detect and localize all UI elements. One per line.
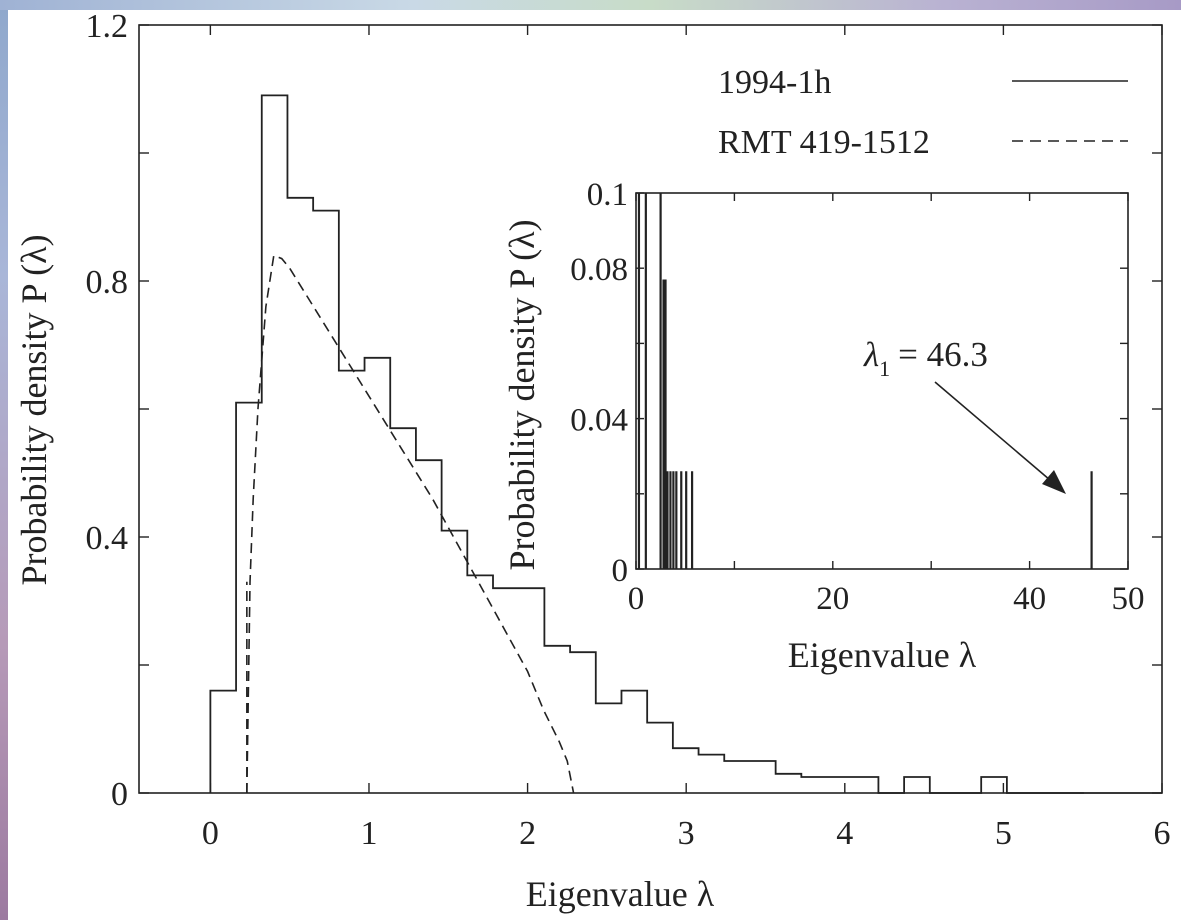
inset-tick-labels: 0 20 40 50 0 0.04 0.08 0.1 bbox=[570, 177, 1144, 617]
y-tick-label: 1.2 bbox=[86, 8, 129, 45]
legend: 1994-1h RMT 419-1512 bbox=[718, 64, 1128, 161]
inset-y-tick-label: 0 bbox=[612, 553, 629, 589]
inset-axes-frame bbox=[635, 192, 1129, 570]
y-tick-label: 0.8 bbox=[86, 264, 129, 301]
inset-y-tick-label: 0.1 bbox=[587, 177, 628, 213]
inset-x-tick-label: 50 bbox=[1112, 581, 1145, 617]
inset-y-tick-label: 0.08 bbox=[570, 252, 628, 288]
x-tick-label: 2 bbox=[519, 815, 536, 852]
histogram-line bbox=[209, 94, 1084, 794]
y-tick-label: 0 bbox=[111, 776, 128, 813]
y-tick-label: 0.4 bbox=[86, 520, 129, 557]
inset-x-axis-label: Eigenvalue λ bbox=[788, 635, 977, 675]
x-tick-label: 5 bbox=[995, 815, 1012, 852]
main-x-axis-label: Eigenvalue λ bbox=[526, 874, 715, 914]
x-tick-label: 0 bbox=[202, 815, 219, 852]
rmt-series bbox=[246, 254, 575, 794]
annotation-arrow-line bbox=[934, 381, 1051, 481]
annotation-arrowhead bbox=[1042, 470, 1066, 494]
slide-top-band bbox=[0, 0, 1181, 10]
inset-ticks bbox=[635, 192, 1129, 570]
legend-label-rmt: RMT 419-1512 bbox=[718, 124, 930, 161]
inset-y-axis-label: Probability density P (λ) bbox=[502, 219, 542, 570]
histogram-series bbox=[209, 94, 1162, 794]
rmt-curve bbox=[246, 254, 575, 794]
main-y-axis-label: Probability density P (λ) bbox=[14, 234, 54, 585]
x-tick-label: 4 bbox=[836, 815, 853, 852]
x-tick-label: 3 bbox=[678, 815, 695, 852]
inset-bars bbox=[637, 193, 1093, 569]
x-tick-label: 1 bbox=[360, 815, 377, 852]
x-tick-label: 6 bbox=[1154, 815, 1171, 852]
legend-label-1994: 1994-1h bbox=[718, 64, 831, 101]
inset-x-tick-label: 40 bbox=[1013, 581, 1046, 617]
inset-x-tick-label: 20 bbox=[816, 581, 849, 617]
annotation-symbol: λ1 = 46.3 bbox=[863, 335, 988, 381]
lambda1-annotation: λ1 = 46.3 bbox=[863, 335, 1066, 494]
main-tick-labels: 0 1 2 3 4 5 6 0 0.4 0.8 1.2 bbox=[86, 8, 1171, 852]
inset-y-tick-label: 0.04 bbox=[570, 403, 628, 439]
inset-x-tick-label: 0 bbox=[628, 581, 645, 617]
